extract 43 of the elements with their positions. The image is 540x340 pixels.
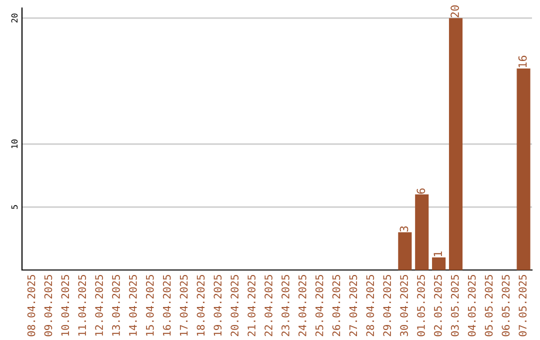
x-tick-label: 18.04.2025: [196, 275, 205, 336]
y-tick-label: 10: [11, 140, 18, 148]
bar: [448, 18, 463, 270]
x-tick-label: 12.04.2025: [95, 275, 103, 336]
x-tick-label: 29.04.2025: [383, 275, 392, 336]
bar: [516, 68, 530, 270]
x-tick-label: 25.04.2025: [315, 275, 324, 336]
data-label: 1: [434, 251, 442, 256]
x-tick-label: 30.04.2025: [400, 275, 408, 336]
x-tick-label: 15.04.2025: [146, 275, 154, 336]
x-tick-label: 14.04.2025: [129, 275, 137, 336]
y-tick-label: 5: [11, 205, 18, 209]
x-tick-label: 08.04.2025: [27, 275, 36, 336]
x-tick-label: 22.04.2025: [264, 275, 272, 336]
x-tick-label: 26.04.2025: [332, 275, 340, 336]
data-label: 20: [450, 5, 460, 18]
x-tick-label: 05.05.2025: [484, 275, 493, 336]
x-tick-label: 02.05.2025: [434, 275, 442, 336]
bar: [415, 194, 429, 270]
x-tick-label: 07.05.2025: [518, 275, 527, 336]
x-tick-label: 27.04.2025: [349, 275, 358, 336]
x-tick-label: 17.04.2025: [180, 275, 188, 336]
x-tick-label: 16.04.2025: [162, 275, 171, 336]
x-tick-label: 19.04.2025: [214, 275, 222, 336]
x-tick-label: 11.04.2025: [78, 275, 86, 336]
x-tick-label: 21.04.2025: [248, 275, 256, 336]
x-tick-label: 01.05.2025: [417, 275, 425, 336]
x-tick-label: 28.04.2025: [366, 275, 374, 336]
x-tick-label: 03.05.2025: [450, 275, 459, 336]
x-tick-label: 13.04.2025: [112, 275, 120, 336]
data-label: 6: [416, 188, 426, 194]
x-tick-label: 10.04.2025: [61, 275, 70, 336]
data-label: 16: [518, 56, 527, 68]
bar: [398, 232, 412, 270]
x-tick-label: 09.04.2025: [44, 275, 52, 336]
x-tick-label: 24.04.2025: [298, 275, 306, 336]
bar: [432, 257, 446, 270]
x-tick-label: 04.05.2025: [468, 275, 476, 336]
x-tick-label: 06.05.2025: [502, 275, 510, 336]
x-tick-label: 20.04.2025: [230, 275, 239, 336]
y-tick-label: 20: [11, 14, 18, 22]
x-tick-label: 23.04.2025: [281, 275, 290, 336]
data-label: 3: [400, 226, 408, 232]
